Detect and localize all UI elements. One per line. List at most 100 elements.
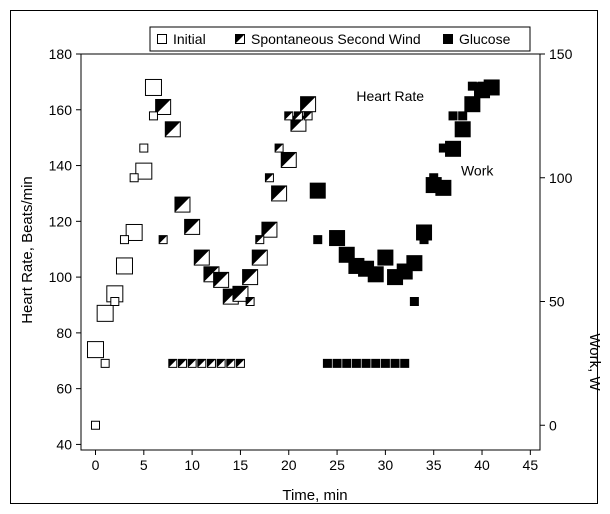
work-point-spontaneous-second-wind [284, 111, 294, 121]
work-point-initial [100, 358, 110, 368]
work-point-spontaneous-second-wind [235, 358, 245, 368]
heart-rate-point-spontaneous-second-wind [261, 221, 278, 238]
work-point-glucose [380, 358, 390, 368]
y-right-tick-label: 0 [549, 417, 557, 433]
work-point-spontaneous-second-wind [177, 358, 187, 368]
legend: Initial Spontaneous Second Wind Glucose [149, 26, 531, 52]
y-right-tick-label: 150 [549, 46, 573, 62]
work-point-glucose [448, 111, 458, 121]
work-point-glucose [361, 358, 371, 368]
x-tick-label: 15 [233, 457, 249, 473]
work-point-spontaneous-second-wind [293, 111, 303, 121]
heart-rate-point-initial [125, 223, 143, 241]
x-tick-label: 20 [281, 457, 297, 473]
heart-rate-point-spontaneous-second-wind [251, 249, 268, 266]
heart-rate-point-glucose [367, 266, 384, 283]
work-point-glucose [400, 358, 410, 368]
work-point-glucose [313, 235, 323, 245]
x-tick-label: 45 [523, 457, 539, 473]
work-point-glucose [342, 358, 352, 368]
work-point-initial [129, 173, 139, 183]
work-point-glucose [322, 358, 332, 368]
work-point-glucose [467, 81, 477, 91]
legend-marker-filled [443, 34, 453, 44]
legend-box [149, 26, 531, 52]
work-point-initial [139, 143, 149, 153]
work-points [90, 81, 497, 430]
heart-rate-point-spontaneous-second-wind [271, 185, 288, 202]
work-point-spontaneous-second-wind [168, 358, 178, 368]
heart-rate-point-initial [96, 304, 114, 322]
y-left-tick-label: 100 [49, 269, 73, 285]
work-point-glucose [419, 235, 429, 245]
work-point-glucose [371, 358, 381, 368]
heart-rate-point-glucose [406, 255, 423, 272]
heart-rate-point-initial [115, 257, 133, 275]
work-point-spontaneous-second-wind [274, 143, 284, 153]
heart-rate-point-spontaneous-second-wind [193, 249, 210, 266]
legend-label: Glucose [459, 31, 511, 47]
heart-rate-point-spontaneous-second-wind [184, 218, 201, 235]
axes: 0 5 10 15 20 25 30 35 40 45 40 60 80 100 120 140 160 180 0… [49, 46, 573, 473]
figure-frame [10, 10, 598, 504]
heart-rate-point-glucose [377, 249, 394, 266]
work-point-spontaneous-second-wind [303, 111, 313, 121]
work-point-spontaneous-second-wind [158, 235, 168, 245]
y-left-tick-label: 180 [49, 46, 73, 62]
y-left-tick-label: 80 [56, 325, 72, 341]
work-point-spontaneous-second-wind [197, 358, 207, 368]
legend-label: Spontaneous Second Wind [251, 31, 421, 47]
y-right-tick-label: 50 [549, 294, 565, 310]
y-left-tick-label: 120 [49, 213, 73, 229]
heart-rate-point-spontaneous-second-wind [280, 151, 297, 168]
y-axis-right-label: Work, W [586, 333, 603, 391]
x-tick-label: 0 [92, 457, 100, 473]
work-point-initial [110, 297, 120, 306]
heart-rate-point-glucose [454, 121, 471, 138]
work-point-glucose [332, 358, 342, 368]
x-tick-label: 40 [474, 457, 490, 473]
work-point-spontaneous-second-wind [206, 358, 216, 368]
work-point-glucose [438, 143, 448, 153]
heart-rate-point-glucose [435, 179, 452, 196]
legend-marker-half [235, 34, 245, 44]
y-right-tick-label: 100 [549, 170, 573, 186]
heart-rate-point-spontaneous-second-wind [213, 271, 230, 288]
work-point-spontaneous-second-wind [187, 358, 197, 368]
heart-rate-point-spontaneous-second-wind [232, 285, 249, 302]
heart-rate-point-initial [86, 341, 104, 359]
x-axis-label: Time, min [282, 487, 347, 504]
work-point-spontaneous-second-wind [264, 173, 274, 183]
x-tick-label: 30 [378, 457, 394, 473]
y-left-tick-label: 160 [49, 102, 73, 118]
heart-rate-point-glucose [464, 96, 481, 113]
heart-rate-point-spontaneous-second-wind [155, 98, 172, 115]
heart-rate-point-spontaneous-second-wind [242, 269, 259, 286]
heart-rate-point-spontaneous-second-wind [174, 196, 191, 213]
work-point-spontaneous-second-wind [255, 235, 265, 245]
heart-rate-point-spontaneous-second-wind [300, 96, 317, 113]
heart-rate-point-spontaneous-second-wind [164, 121, 181, 138]
heart-rate-point-initial [135, 162, 153, 180]
work-point-spontaneous-second-wind [245, 297, 255, 306]
x-tick-label: 25 [329, 457, 345, 473]
y-axis-left-label: Heart Rate, Beats/min [19, 176, 36, 324]
work-point-spontaneous-second-wind [216, 358, 226, 368]
work-point-glucose [351, 358, 361, 368]
heart-rate-annotation: Heart Rate [356, 88, 424, 104]
legend-label: Initial [173, 31, 206, 47]
heart-rate-point-initial [144, 78, 162, 96]
work-point-initial [90, 420, 100, 430]
heart-rate-point-glucose [309, 182, 326, 199]
work-point-glucose [487, 81, 497, 91]
heart-rate-points [86, 78, 500, 359]
work-point-glucose [429, 173, 439, 183]
y-left-tick-label: 60 [56, 381, 72, 397]
legend-marker-open [157, 34, 167, 44]
y-left-tick-label: 140 [49, 158, 73, 174]
x-tick-label: 35 [426, 457, 442, 473]
x-tick-label: 10 [184, 457, 200, 473]
work-point-initial [148, 111, 158, 121]
work-point-glucose [390, 358, 400, 368]
